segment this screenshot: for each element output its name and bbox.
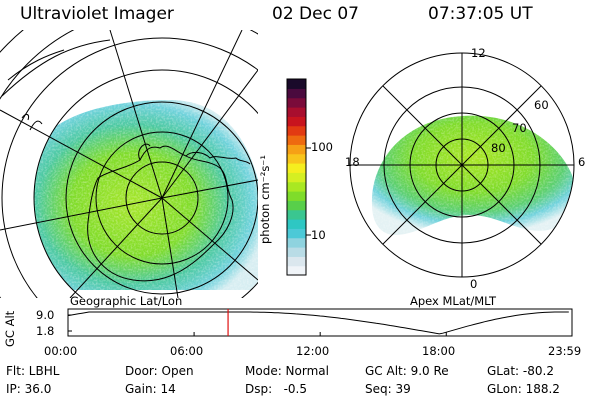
colorbar-swatch xyxy=(287,107,306,117)
apex-polar-map xyxy=(349,52,575,278)
altitude-curve xyxy=(67,311,569,335)
colorbar-swatch xyxy=(287,116,306,127)
filter-value: Flt: LBHL xyxy=(6,364,60,378)
mlt-label-0: 0 xyxy=(470,277,478,291)
colorbar-swatch xyxy=(287,247,306,257)
altitude-plot xyxy=(67,308,573,337)
glat-value: GLat: -80.2 xyxy=(487,364,554,378)
colorbar-swatch xyxy=(287,125,306,136)
colorbar-swatch xyxy=(287,265,306,276)
colorbar-swatch xyxy=(287,97,306,108)
colorbar-swatch xyxy=(287,219,306,229)
latitude-circles-left xyxy=(0,30,258,298)
ip-value: IP: 36.0 xyxy=(6,382,52,396)
continent-outline xyxy=(87,145,234,282)
colorbar-swatch xyxy=(287,237,306,248)
aurora-emission-left xyxy=(34,95,258,295)
outer-meridian-arcs xyxy=(1,39,111,97)
mlt-label-18: 18 xyxy=(345,155,360,169)
time-label: 07:37:05 UT xyxy=(428,4,533,24)
altitude-axis-title: GC Alt xyxy=(3,310,17,347)
mlat-label-80: 80 xyxy=(491,141,506,155)
altitude-ytick-low: 1.8 xyxy=(36,324,55,338)
colorbar-swatch xyxy=(287,144,306,155)
colorbar-swatch xyxy=(287,172,306,183)
altitude-xtick-2: 12:00 xyxy=(296,344,330,358)
colorbar-swatch xyxy=(287,135,306,145)
colorbar-tick-10: 10 xyxy=(311,228,326,242)
colorbar-swatch xyxy=(287,200,306,211)
colorbar-tick-100: 100 xyxy=(311,140,333,154)
colorbar-swatch xyxy=(287,228,306,239)
colorbar-swatch xyxy=(287,153,306,164)
altitude-xtick-1: 06:00 xyxy=(170,344,204,358)
colorbar-swatch xyxy=(287,209,306,220)
dsp-value: Dsp: -0.5 xyxy=(245,382,308,396)
left-map-caption: Geographic Lat/Lon xyxy=(70,294,183,308)
colorbar xyxy=(286,78,311,276)
aurora-emission-right xyxy=(360,105,574,245)
door-value: Door: Open xyxy=(125,364,194,378)
altitude-plot-frame xyxy=(67,308,573,337)
mlt-label-12: 12 xyxy=(471,46,486,60)
instrument-title: Ultraviolet Imager xyxy=(20,4,174,24)
mlt-label-6: 6 xyxy=(578,155,586,169)
altitude-xtick-3: 18:00 xyxy=(422,344,456,358)
colorbar-swatch xyxy=(287,88,306,99)
colorbar-unit-label: photon cm⁻²s⁻¹ xyxy=(258,155,272,244)
colorbar-swatch xyxy=(287,79,306,89)
meridians-left xyxy=(0,30,258,298)
mode-value: Mode: Normal xyxy=(245,364,329,378)
gc-alt-value: GC Alt: 9.0 Re xyxy=(365,364,449,378)
glon-value: GLon: 188.2 xyxy=(487,382,560,396)
mlat-label-60: 60 xyxy=(534,98,549,112)
altitude-xtick-0: 00:00 xyxy=(44,344,78,358)
geographic-map xyxy=(0,30,258,298)
mlt-meridians xyxy=(350,53,574,277)
date-label: 02 Dec 07 xyxy=(272,4,359,24)
colorbar-swatch xyxy=(287,191,306,201)
seq-value: Seq: 39 xyxy=(365,382,411,396)
colorbar-swatch xyxy=(287,256,306,267)
colorbar-swatch xyxy=(287,181,306,192)
altitude-ytick-high: 9.0 xyxy=(36,308,55,322)
mlat-label-70: 70 xyxy=(512,121,527,135)
coastline-detail xyxy=(21,113,251,165)
colorbar-swatch xyxy=(287,163,306,173)
gain-value: Gain: 14 xyxy=(125,382,176,396)
altitude-xtick-4: 23:59 xyxy=(548,344,582,358)
right-map-caption: Apex MLat/MLT xyxy=(410,294,497,308)
